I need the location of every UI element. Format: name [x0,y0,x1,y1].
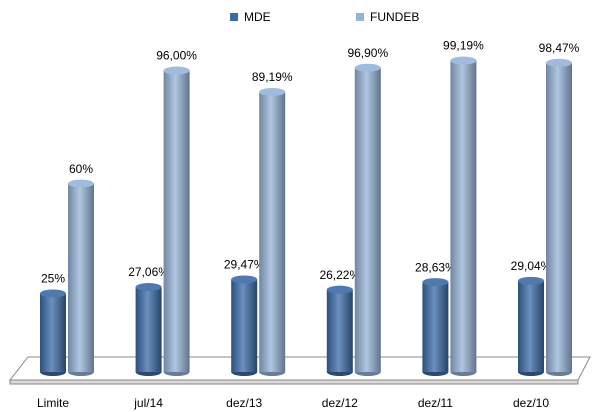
bar-top [40,289,66,298]
bar [163,70,190,372]
bar [518,280,544,372]
bar-top [518,276,544,285]
x-tick-label: dez/11 [418,396,453,410]
bar-top [354,63,381,72]
value-label: 96,00% [156,49,197,63]
bar [354,67,381,372]
bar-top [68,179,94,188]
x-tick-label: dez/13 [226,396,262,410]
bar [135,287,162,372]
value-label: 25% [41,272,65,286]
floor [8,356,591,381]
legend-swatch [356,13,364,21]
bar [546,62,572,372]
value-label: 26,22% [319,268,360,282]
legend-label: FUNDEB [370,10,419,24]
x-tick-label: dez/10 [513,396,549,410]
bar [68,183,94,372]
bar-top [450,56,477,65]
bar-top [259,87,286,96]
bar-top [422,278,449,287]
bar [422,282,449,372]
bar [450,60,477,373]
bar-top [163,66,190,75]
value-label: 89,19% [252,70,293,84]
legend-label: MDE [244,10,271,24]
value-label: 98,47% [539,41,580,55]
x-tick-label: dez/12 [322,396,358,410]
floor-edge [9,379,579,385]
x-tick-label: Limite [37,396,69,410]
value-label: 99,19% [443,39,484,53]
bar [231,279,258,372]
value-label: 28,63% [415,260,456,274]
bar [326,289,353,372]
bar-top [326,285,353,294]
value-label: 60% [69,162,93,176]
value-label: 29,04% [511,259,552,273]
legend-swatch [230,13,238,21]
bar-top [135,283,162,292]
value-label: 29,47% [224,258,265,272]
bar [259,91,286,373]
x-tick-label: jul/14 [133,396,163,410]
value-label: 27,06% [128,265,169,279]
bar-top [231,275,258,284]
bar [40,293,66,372]
bar-top [546,58,572,67]
value-label: 96,90% [347,46,388,60]
